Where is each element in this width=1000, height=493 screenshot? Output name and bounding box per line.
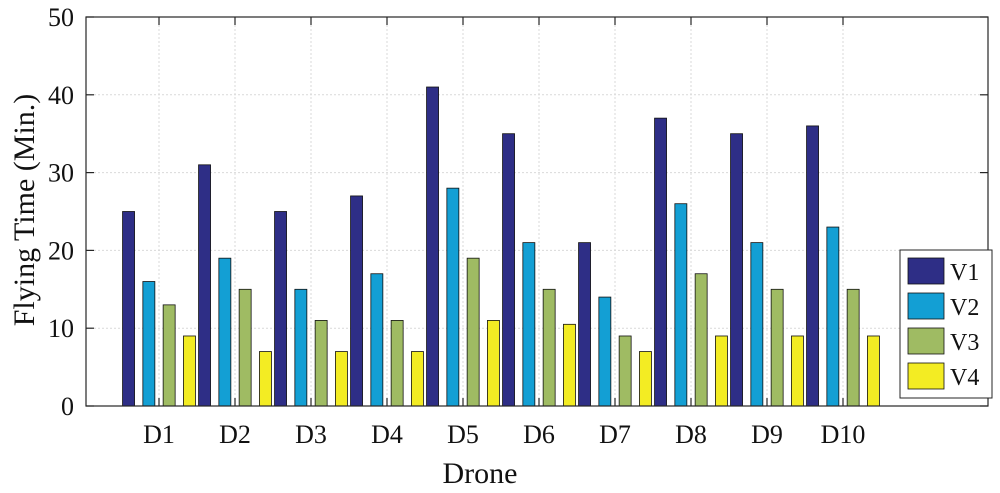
- y-axis-title: Flying Time (Min.): [8, 94, 41, 327]
- bar-V3-D8: [694, 273, 708, 407]
- bar-V2-D1: [142, 281, 156, 407]
- y-tick-label: 10: [48, 314, 74, 343]
- bar-V4-D6: [563, 323, 576, 407]
- x-tick-label: D4: [371, 420, 403, 449]
- bar-V1-D1: [122, 211, 135, 407]
- bar-V4-D10: [867, 335, 880, 407]
- x-tick-label: D2: [219, 420, 251, 449]
- bar-V4-D8: [715, 335, 728, 407]
- bar-V3-D9: [770, 288, 784, 407]
- bar-V3-D5: [466, 257, 480, 407]
- x-tick-label: D8: [675, 420, 707, 449]
- bar-V3-D7: [618, 335, 632, 407]
- tick-labels: 0 10 20 30 40 50 D1 D2 D3 D4 D5 D6 D7 D8 D9 D10: [48, 3, 865, 449]
- bar-V1-D4: [350, 195, 363, 407]
- bar-V4-D5: [487, 320, 500, 407]
- x-tick-label: D7: [599, 420, 631, 449]
- legend: V1 V2 V3 V4: [899, 249, 993, 399]
- bar-V3-D4: [390, 320, 404, 407]
- legend-label-V1: V1: [950, 260, 979, 286]
- bar-V2-D10: [826, 226, 840, 407]
- bar-V2-D9: [750, 242, 764, 407]
- bar-V1-D9: [730, 133, 743, 407]
- bar-V2-D6: [522, 242, 536, 407]
- legend-swatch-V4: [907, 362, 945, 390]
- bar-V2-D3: [294, 288, 308, 407]
- bar-V3-D2: [238, 288, 252, 407]
- bar-V2-D7: [598, 296, 612, 407]
- x-tick-label: D5: [447, 420, 479, 449]
- legend-swatch-V2: [907, 292, 945, 320]
- bar-V2-D8: [674, 203, 688, 407]
- bar-V2-D2: [218, 257, 232, 407]
- legend-label-V4: V4: [950, 365, 979, 391]
- bar-V1-D7: [578, 242, 591, 407]
- legend-swatch-V1: [907, 257, 945, 285]
- bar-V4-D4: [411, 351, 424, 407]
- y-tick-label: 0: [61, 392, 74, 421]
- bar-V4-D1: [183, 335, 196, 407]
- bar-V4-D9: [791, 335, 804, 407]
- grid-lines: [86, 17, 988, 406]
- x-tick-label: D3: [295, 420, 327, 449]
- bar-V1-D8: [654, 117, 667, 407]
- y-tick-label: 20: [48, 236, 74, 265]
- y-tick-label: 50: [48, 3, 74, 32]
- x-tick-label: D1: [143, 420, 175, 449]
- plot-frame: [85, 16, 989, 407]
- y-tick-label: 40: [48, 81, 74, 110]
- bar-V3-D1: [162, 304, 176, 407]
- legend-swatch-V3: [907, 327, 945, 355]
- bar-V4-D3: [335, 351, 348, 407]
- y-tick-label: 30: [48, 159, 74, 188]
- bar-V2-D5: [446, 187, 460, 407]
- bar-V4-D2: [259, 351, 272, 407]
- legend-label-V2: V2: [950, 295, 979, 321]
- bar-V4-D7: [639, 351, 652, 407]
- x-axis-title: Drone: [443, 457, 518, 490]
- bar-V3-D10: [846, 288, 860, 407]
- x-tick-label: D10: [821, 420, 866, 449]
- bar-V3-D3: [314, 320, 328, 407]
- bar-V1-D3: [274, 211, 287, 407]
- bar-V1-D6: [502, 133, 515, 407]
- legend-label-V3: V3: [950, 330, 979, 356]
- bar-V3-D6: [542, 288, 556, 407]
- bar-V1-D2: [198, 164, 211, 407]
- bar-V1-D5: [426, 86, 439, 407]
- x-tick-label: D9: [751, 420, 783, 449]
- bar-V1-D10: [806, 125, 819, 407]
- bars: [122, 86, 880, 407]
- bar-V2-D4: [370, 273, 384, 407]
- x-tick-label: D6: [523, 420, 555, 449]
